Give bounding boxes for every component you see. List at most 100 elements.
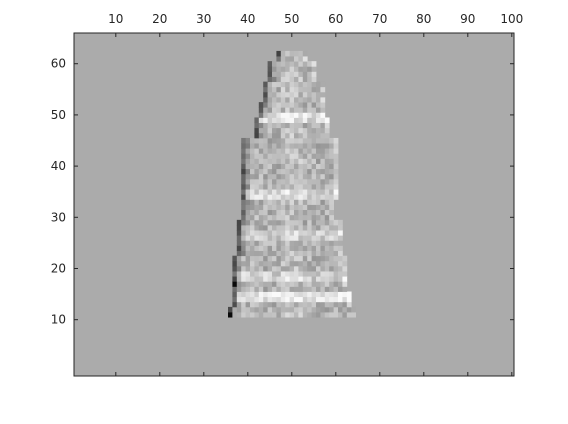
heatmap-cell [272, 97, 277, 103]
heatmap-cell [316, 97, 321, 103]
heatmap-cell [241, 230, 246, 236]
heatmap-cell [294, 220, 299, 226]
heatmap-cell [316, 245, 321, 251]
heatmap-cell [246, 266, 251, 272]
heatmap-cell [254, 256, 259, 262]
heatmap-cell [268, 189, 273, 195]
heatmap-cell [325, 189, 330, 195]
heatmap-cell [307, 307, 312, 313]
heatmap-cell [298, 169, 303, 175]
heatmap-cell [294, 77, 299, 83]
heatmap-cell [320, 143, 325, 149]
heatmap-cell [307, 97, 312, 103]
heatmap-cell [259, 292, 264, 298]
heatmap-cell [329, 174, 334, 180]
heatmap-cell [237, 266, 242, 272]
heatmap-cell [272, 286, 277, 292]
heatmap-cell [320, 138, 325, 144]
heatmap-cell [320, 179, 325, 185]
heatmap-cell [320, 128, 325, 134]
heatmap-cell [272, 297, 277, 303]
heatmap-cell [276, 312, 281, 318]
heatmap-cell [303, 112, 308, 118]
heatmap-cell [268, 112, 273, 118]
heatmap-cell [334, 235, 339, 241]
heatmap-cell [272, 220, 277, 226]
heatmap-cell [307, 164, 312, 170]
heatmap-cell [290, 302, 295, 308]
heatmap-cell [294, 133, 299, 139]
heatmap-cell [307, 123, 312, 129]
heatmap-cell [285, 61, 290, 67]
heatmap-cell [281, 220, 286, 226]
heatmap-cell [268, 194, 273, 200]
heatmap-cell [276, 220, 281, 226]
heatmap-cell [329, 199, 334, 205]
heatmap-cell [316, 256, 321, 262]
heatmap-cell [312, 66, 317, 72]
heatmap-cell [298, 143, 303, 149]
heatmap-cell [250, 307, 255, 313]
heatmap-cell [259, 194, 264, 200]
heatmap-cell [268, 271, 273, 277]
heatmap-cell [307, 276, 312, 282]
heatmap-cell [290, 230, 295, 236]
heatmap-cell [307, 225, 312, 231]
heatmap-cell [290, 117, 295, 123]
heatmap-cell [263, 266, 268, 272]
heatmap-cell [290, 143, 295, 149]
heatmap-cell [263, 164, 268, 170]
heatmap-cell [307, 205, 312, 211]
heatmap-cell [290, 61, 295, 67]
heatmap-cell [254, 297, 259, 303]
heatmap-cell [338, 225, 343, 231]
heatmap-cell [320, 97, 325, 103]
heatmap-cell [342, 276, 347, 282]
heatmap-cell [228, 307, 233, 313]
heatmap-cell [263, 107, 268, 113]
heatmap-cell [272, 143, 277, 149]
heatmap-cell [276, 266, 281, 272]
heatmap-cell [294, 102, 299, 108]
heatmap-cell [259, 312, 264, 318]
heatmap-cell [285, 102, 290, 108]
heatmap-cell [290, 184, 295, 190]
heatmap-cell [268, 107, 273, 113]
heatmap-cell [285, 297, 290, 303]
heatmap-cell [312, 297, 317, 303]
heatmap-cell [276, 87, 281, 93]
heatmap-cell [298, 245, 303, 251]
heatmap-cell [312, 117, 317, 123]
heatmap-cell [281, 179, 286, 185]
heatmap-cell [329, 240, 334, 246]
heatmap-cell [268, 312, 273, 318]
heatmap-cell [307, 158, 312, 164]
heatmap-cell [351, 312, 356, 318]
heatmap-cell [268, 148, 273, 154]
heatmap-cell [338, 276, 343, 282]
heatmap-cell [312, 307, 317, 313]
heatmap-cell [285, 107, 290, 113]
heatmap-cell [241, 281, 246, 287]
heatmap-cell [298, 307, 303, 313]
heatmap-cell [334, 245, 339, 251]
heatmap-cell [320, 194, 325, 200]
heatmap-cell [254, 189, 259, 195]
heatmap-cell [276, 56, 281, 62]
heatmap-cell [254, 123, 259, 129]
heatmap-cell [325, 164, 330, 170]
x-tick-label: 50 [284, 12, 299, 26]
heatmap-cell [290, 297, 295, 303]
heatmap-cell [316, 205, 321, 211]
heatmap-cell [303, 276, 308, 282]
heatmap-cell [334, 240, 339, 246]
heatmap-cell [303, 82, 308, 88]
heatmap-cell [272, 138, 277, 144]
heatmap-cell [325, 292, 330, 298]
heatmap-cell [263, 97, 268, 103]
heatmap-cell [329, 302, 334, 308]
heatmap-cell [276, 251, 281, 257]
heatmap-cell [312, 123, 317, 129]
heatmap-cell [307, 102, 312, 108]
heatmap-cell [334, 189, 339, 195]
